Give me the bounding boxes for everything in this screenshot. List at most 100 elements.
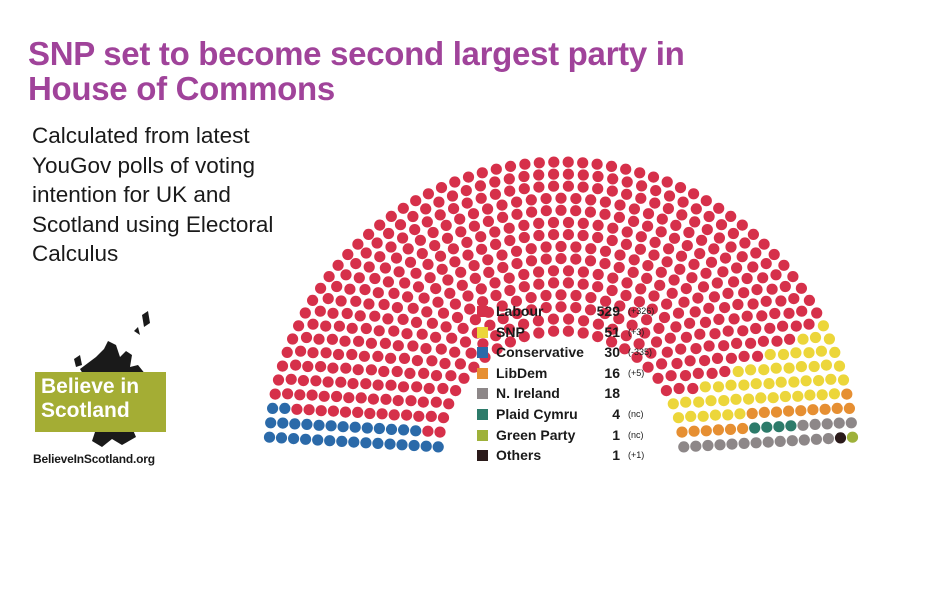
- seat-dot: [462, 290, 474, 302]
- seat-dot: [371, 237, 383, 249]
- seat-dot: [653, 322, 665, 334]
- seat-dot: [764, 322, 776, 334]
- seat-dot: [440, 321, 452, 333]
- seat-dot: [764, 348, 776, 361]
- seat-dot: [614, 199, 626, 211]
- seat-dot: [756, 310, 768, 322]
- seat-dot: [407, 302, 419, 314]
- seat-dot: [332, 259, 344, 271]
- legend-swatch: [477, 408, 488, 420]
- seat-dot: [634, 167, 646, 179]
- seat-dot: [783, 362, 795, 374]
- seat-dot: [456, 279, 468, 291]
- seat-dot: [775, 376, 787, 388]
- seat-dot: [555, 253, 567, 265]
- seat-dot: [766, 283, 778, 295]
- seat-dot: [336, 435, 348, 447]
- seat-dot: [344, 283, 356, 295]
- seat-dot: [320, 347, 332, 359]
- seat-dot: [680, 331, 693, 343]
- seat-dot: [276, 360, 289, 372]
- seat-dot: [718, 395, 730, 407]
- seat-dot: [439, 357, 451, 370]
- seat-dot: [426, 355, 438, 367]
- seat-dot: [734, 408, 746, 420]
- seat-dot: [434, 250, 447, 262]
- seat-dot: [689, 306, 701, 318]
- seat-dot: [577, 181, 589, 193]
- seat-dot: [788, 293, 800, 305]
- seat-dot: [607, 272, 619, 284]
- seat-dot: [548, 168, 560, 180]
- seat-dot: [670, 321, 682, 333]
- legend-item: Green Party 1 (nc): [470, 426, 680, 447]
- seat-dot: [650, 336, 663, 348]
- seat-dot: [761, 421, 773, 433]
- seat-dot: [837, 374, 850, 386]
- seat-dot: [540, 289, 552, 302]
- chart-legend: Labour 529 (+326) SNP 51 (+3) Conservative 30 (-…: [470, 302, 680, 467]
- seat-dot: [340, 362, 352, 374]
- chart-subtitle: Calculated from latest YouGov polls of v…: [32, 123, 274, 266]
- seat-dot: [430, 370, 443, 382]
- seat-dot: [525, 255, 538, 267]
- seat-dot: [655, 266, 667, 278]
- legend-label: Labour: [496, 303, 544, 319]
- seat-dot: [620, 163, 632, 175]
- legend-swatch: [477, 429, 488, 441]
- seat-dot: [705, 256, 718, 268]
- seat-dot: [353, 272, 365, 284]
- seat-dot: [642, 208, 655, 220]
- seat-dot: [540, 302, 552, 314]
- seat-dot: [739, 237, 751, 249]
- legend-change: (+326): [628, 306, 655, 316]
- seat-dot: [398, 424, 410, 436]
- seat-dot: [730, 393, 742, 405]
- seat-dot: [584, 206, 597, 218]
- seat-dot: [697, 410, 709, 422]
- seat-dot: [758, 238, 770, 250]
- seat-dot: [353, 335, 365, 347]
- seat-dot: [416, 328, 428, 340]
- seat-dot: [437, 382, 449, 395]
- seat-dot: [447, 243, 459, 255]
- seat-dot: [398, 352, 411, 364]
- seat-dot: [432, 296, 444, 308]
- seat-dot: [577, 229, 589, 242]
- seat-dot: [454, 358, 466, 370]
- seat-dot: [690, 440, 702, 452]
- seat-dot: [320, 320, 332, 332]
- seat-dot: [700, 195, 712, 207]
- seat-dot: [726, 438, 738, 450]
- seat-dot: [307, 318, 319, 330]
- seat-dot: [422, 258, 434, 270]
- legend-label: Others: [496, 447, 542, 464]
- seat-dot: [277, 417, 289, 429]
- seat-dot: [475, 192, 487, 204]
- seat-dot: [489, 226, 501, 238]
- seat-dot: [455, 226, 467, 238]
- seat-dot: [658, 311, 671, 324]
- seat-dot: [635, 192, 647, 204]
- seat-dot: [755, 392, 767, 404]
- seat-dot: [555, 289, 567, 301]
- seat-dot: [335, 295, 347, 307]
- seat-dot: [363, 261, 375, 273]
- seat-dot: [355, 392, 367, 404]
- seat-dot: [435, 343, 447, 355]
- seat-dot: [533, 169, 545, 181]
- seat-dot: [451, 311, 464, 324]
- seat-dot: [518, 331, 530, 343]
- seat-dot: [631, 351, 643, 363]
- seat-dot: [383, 227, 395, 240]
- seat-dot: [633, 296, 646, 308]
- seat-dot: [696, 234, 708, 246]
- seat-dot: [482, 203, 494, 215]
- seat-dot: [703, 210, 715, 223]
- seat-dot: [275, 432, 288, 444]
- seat-dot: [363, 298, 375, 310]
- seat-dot: [692, 292, 704, 304]
- seat-dot: [503, 272, 515, 284]
- seat-dot: [555, 204, 567, 216]
- seat-dot: [831, 402, 843, 414]
